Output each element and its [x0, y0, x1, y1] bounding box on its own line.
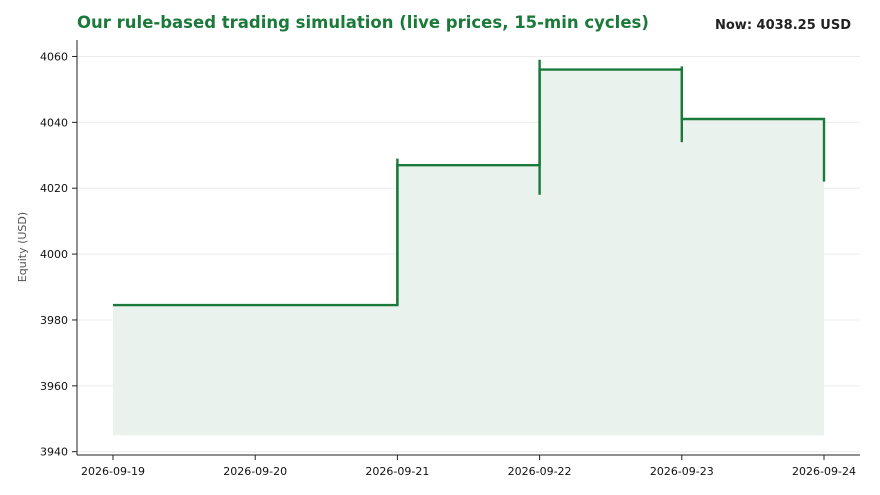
y-tick-label: 4040	[40, 116, 68, 129]
y-axis-label: Equity (USD)	[16, 212, 29, 282]
current-equity-label: Now: 4038.25 USD	[715, 18, 851, 33]
y-tick-label: 3960	[40, 380, 68, 393]
x-tick-label: 2026-09-21	[365, 465, 429, 478]
y-tick-label: 4000	[40, 248, 68, 261]
x-tick-label: 2026-09-22	[508, 465, 572, 478]
y-tick-label: 3980	[40, 314, 68, 327]
x-tick-label: 2026-09-24	[792, 465, 856, 478]
y-tick-label: 4020	[40, 182, 68, 195]
x-axis-ticks: 2026-09-19 2026-09-20 2026-09-21 2026-09-22…	[81, 455, 856, 478]
x-tick-label: 2026-09-23	[650, 465, 714, 478]
x-tick-label: 2026-09-19	[81, 465, 145, 478]
equity-series-line	[113, 68, 826, 307]
x-tick-label: 2026-09-20	[223, 465, 287, 478]
y-tick-label: 3940	[40, 446, 68, 459]
chart-title: Our rule-based trading simulation (live …	[77, 13, 649, 32]
y-tick-label: 4060	[40, 50, 68, 63]
equity-area-fill	[113, 69, 824, 436]
y-axis-ticks: 3940 3960 3980 4000 4020 4040 4060	[40, 50, 77, 459]
